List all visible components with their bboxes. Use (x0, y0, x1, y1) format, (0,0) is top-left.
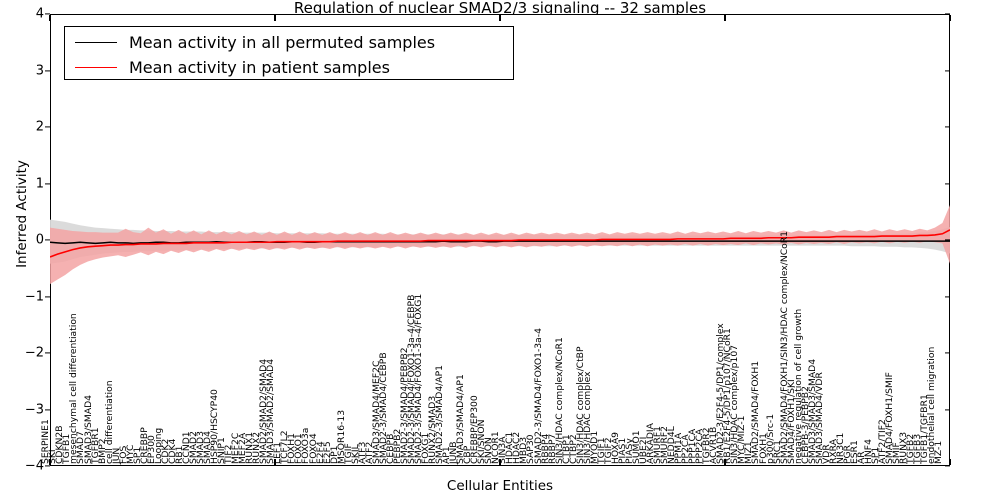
y-tick-mark-right (945, 465, 950, 467)
y-tick-label: 0 (35, 232, 44, 248)
y-tick-mark-right (945, 352, 950, 354)
y-tick-mark (45, 295, 50, 298)
patient-band (50, 204, 950, 285)
x-tick-mark-top (499, 15, 501, 21)
x-tick-mark-top (274, 15, 276, 21)
legend-swatch-patient (75, 67, 117, 68)
legend-label-permuted: Mean activity in all permuted samples (129, 33, 436, 52)
x-tick-label: SERPINE1 (40, 419, 52, 464)
y-tick-label: −3 (24, 402, 44, 417)
y-tick-label: 2 (35, 119, 44, 135)
y-axis-label: Inferred Activity (14, 160, 30, 268)
y-tick-label: −1 (24, 289, 44, 304)
y-tick-label: −4 (24, 458, 44, 474)
y-tick-label: 4 (35, 6, 44, 22)
y-tick-mark (45, 182, 50, 185)
x-tick-mark (49, 459, 51, 465)
x-tick-mark (949, 459, 951, 465)
x-tick-mark (274, 459, 276, 465)
y-tick-mark (45, 239, 50, 241)
y-tick-mark-right (945, 69, 950, 72)
legend-label-patient: Mean activity in patient samples (129, 58, 390, 77)
plot-canvas (50, 204, 950, 285)
x-tick-mark-top (949, 15, 951, 21)
y-tick-mark-right (945, 182, 950, 185)
patient-mean-line (50, 229, 950, 258)
y-tick-label: 1 (35, 176, 44, 191)
x-tick-mark (724, 459, 726, 465)
x-tick-mark-top (724, 15, 726, 21)
legend-item-permuted: Mean activity in all permuted samples (65, 30, 513, 55)
y-tick-mark-right (945, 239, 950, 241)
x-tick-mark (499, 459, 501, 465)
legend-item-patient: Mean activity in patient samples (65, 55, 513, 80)
chart-title: Regulation of nuclear SMAD2/3 signaling … (293, 0, 707, 17)
y-tick-mark-right (945, 13, 950, 15)
y-tick-mark (45, 126, 50, 128)
y-tick-label: −2 (24, 345, 44, 361)
y-tick-mark-right (945, 408, 950, 411)
y-tick-mark (45, 465, 50, 467)
y-tick-mark (45, 408, 50, 411)
y-tick-mark-right (945, 295, 950, 298)
chart-legend: Mean activity in all permuted samples Me… (64, 26, 514, 80)
y-tick-mark-right (945, 126, 950, 128)
x-tick-mark-top (49, 15, 51, 21)
x-axis-label: Cellular Entities (446, 478, 554, 494)
y-tick-mark (45, 69, 50, 72)
y-tick-label: 3 (35, 63, 44, 78)
y-tick-mark (45, 13, 50, 15)
legend-swatch-permuted (75, 42, 117, 43)
y-tick-mark (45, 352, 50, 354)
